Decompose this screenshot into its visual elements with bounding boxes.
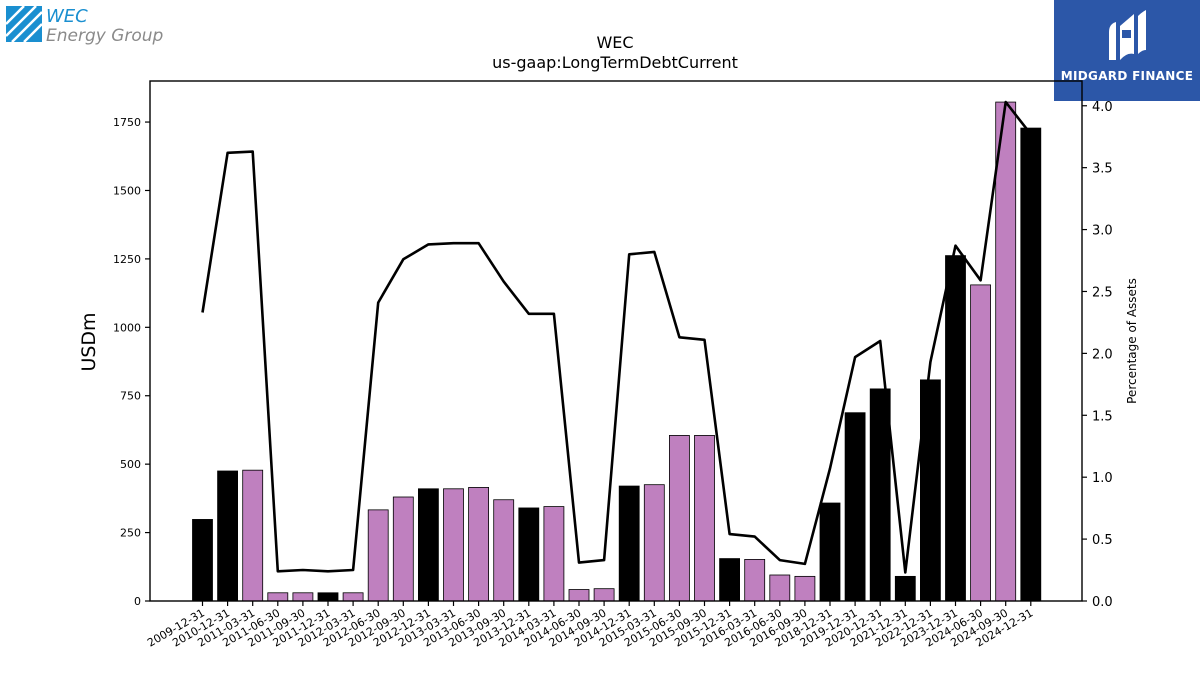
y-axis-label: USDm (78, 312, 100, 371)
y2-tick-label: 1.5 (1092, 409, 1113, 424)
bar-2011-03-31 (242, 469, 264, 602)
line-series (201, 100, 1032, 574)
bar-2015-09-30 (694, 435, 715, 602)
bar-2024-12-31 (1020, 127, 1042, 602)
y-tick-label: 1750 (113, 116, 141, 129)
bar-2012-09-30 (392, 496, 414, 602)
y2-tick-label: 0.5 (1092, 533, 1113, 548)
bar-2012-03-31 (342, 592, 364, 602)
bar-2013-09-30 (493, 499, 515, 602)
bar-2012-06-30 (367, 509, 389, 602)
percentage-line (201, 100, 1032, 574)
bar-2024-06-30 (970, 284, 991, 602)
y-tick-label: 750 (120, 390, 141, 403)
y2-tick-label: 1.0 (1092, 471, 1113, 486)
bar-2016-06-30 (769, 574, 791, 602)
bar-series (192, 101, 1042, 602)
bar-2011-06-30 (267, 592, 289, 602)
bar-2024-09-30 (995, 101, 1017, 602)
company-logo-mark (5, 5, 43, 43)
y2-tick-label: 0.0 (1092, 595, 1113, 610)
bar-2015-06-30 (669, 435, 690, 602)
bar-2018-12-31 (819, 502, 841, 602)
plot-frame (149, 80, 1083, 602)
y-tick-label: 0 (134, 595, 141, 608)
bar-2014-09-30 (593, 588, 615, 602)
y2-tick-label: 2.0 (1092, 347, 1113, 362)
company-logo-line2: Energy Group (46, 26, 164, 46)
bar-2020-12-31 (869, 388, 891, 602)
y2-tick-label: 3.5 (1092, 162, 1113, 177)
bar-2021-12-31 (894, 575, 916, 602)
company-logo: WEC Energy Group (5, 5, 166, 48)
bar-2014-12-31 (618, 485, 640, 602)
y2-tick-label: 4.0 (1092, 100, 1113, 115)
bar-2009-12-31 (192, 519, 213, 602)
y-tick-label: 1500 (113, 184, 141, 197)
bar-2013-12-31 (518, 507, 540, 602)
bar-2012-12-31 (417, 488, 439, 602)
y-tick-label: 500 (120, 458, 141, 471)
y2-tick-label: 3.0 (1092, 224, 1113, 239)
bar-2016-03-31 (744, 559, 766, 602)
chart-title: WEC (596, 33, 633, 52)
y-tick-label: 250 (120, 527, 141, 540)
bar-2016-09-30 (794, 575, 816, 602)
bar-2023-12-31 (945, 255, 966, 602)
y2-tick-label: 2.5 (1092, 285, 1113, 300)
bar-2010-12-31 (217, 470, 239, 602)
chart-subtitle: us-gaap:LongTermDebtCurrent (492, 53, 738, 72)
bar-2011-09-30 (292, 592, 314, 602)
publisher-name: MIDGARD FINANCE (1060, 69, 1194, 83)
y-tick-label: 1000 (113, 321, 141, 334)
y2-axis-label: Percentage of Assets (1125, 278, 1139, 404)
bar-2014-03-31 (543, 506, 565, 602)
bar-2019-12-31 (844, 412, 866, 602)
bar-2015-03-31 (643, 484, 665, 602)
bar-2014-06-30 (568, 589, 590, 602)
publisher-logo-mark (1109, 10, 1146, 60)
bar-2011-12-31 (317, 592, 339, 602)
bar-2013-06-30 (468, 487, 490, 602)
bar-2015-12-31 (719, 558, 740, 602)
bar-2013-03-31 (443, 488, 464, 602)
company-logo-line1: WEC (46, 6, 88, 27)
publisher-logo: MIDGARD FINANCE (1054, 0, 1200, 101)
y-tick-label: 1250 (113, 253, 141, 266)
